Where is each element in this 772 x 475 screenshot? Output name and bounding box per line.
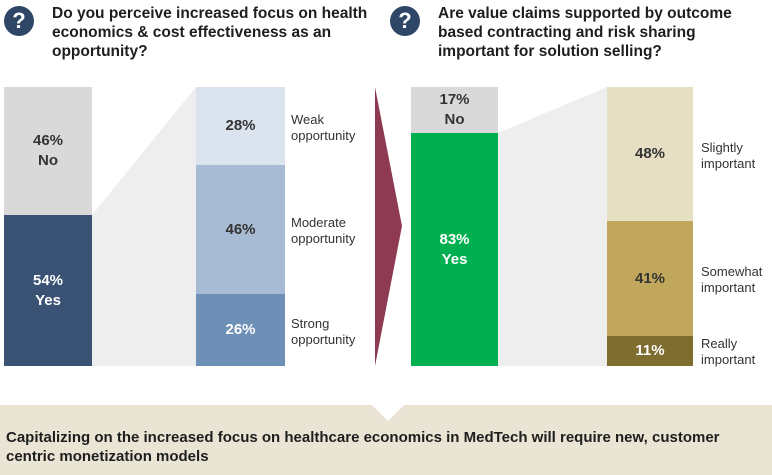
question-left: Do you perceive increased focus on healt… [52, 5, 368, 60]
bar1-no-label: No [38, 152, 58, 169]
breakdown2-somewhat-label: Somewhat important [701, 264, 763, 295]
breakdown2-slightly-percent: 48% [634, 145, 666, 162]
center-arrow-icon [375, 87, 402, 366]
question-icon-right: ? [390, 6, 420, 36]
bar2-yes-percent: 83% [439, 230, 470, 248]
breakdown1-weak-label: Weak opportunity [291, 112, 356, 143]
bar2-yes-segment: 83% Yes [411, 133, 498, 366]
breakdown1-weak-percent: 28% [225, 117, 256, 134]
breakdown1-moderate-segment: 46% [196, 165, 285, 294]
breakdown1-moderate-percent: 46% [225, 220, 256, 238]
breakdown2-slightly-label: Slightly important [701, 140, 756, 171]
footer-text: Capitalizing on the increased focus on h… [6, 429, 720, 465]
breakdown1-weak-segment: 28% [196, 87, 285, 165]
breakdown1-strong-segment: 26% [196, 294, 285, 366]
bar1-yes-label: Yes [35, 291, 61, 309]
bar2-yes-label: Yes [441, 250, 468, 268]
breakdown2-really-percent: 11% [635, 342, 665, 359]
breakdown2-really-label: Really important [701, 336, 756, 367]
bar2-no-segment: 17% No [411, 87, 498, 133]
question-right: Are value claims supported by outcome ba… [438, 5, 732, 60]
bar2-no-percent: 17% [439, 91, 470, 108]
bar1-no-percent: 46% [32, 132, 64, 149]
bar1-yes-segment: 54% Yes [4, 215, 92, 366]
breakdown2-somewhat-segment: 41% [607, 221, 693, 336]
bar2-no-label: No [444, 111, 465, 128]
breakdown2-somewhat-percent: 41% [634, 269, 666, 287]
breakdown1-strong-label: Strong opportunity [291, 316, 356, 347]
footer-notch-shape [372, 405, 404, 421]
breakdown2-really-segment: 11% [607, 336, 693, 366]
question-icon-left: ? [4, 6, 34, 36]
bar1-no-segment: 46% No [4, 87, 92, 215]
right-connector [498, 87, 607, 366]
bar1-yes-percent: 54% [32, 271, 64, 289]
breakdown2-slightly-segment: 48% [607, 87, 693, 221]
breakdown1-moderate-label: Moderate opportunity [291, 215, 356, 246]
breakdown1-strong-percent: 26% [225, 321, 256, 338]
left-connector [92, 87, 196, 366]
